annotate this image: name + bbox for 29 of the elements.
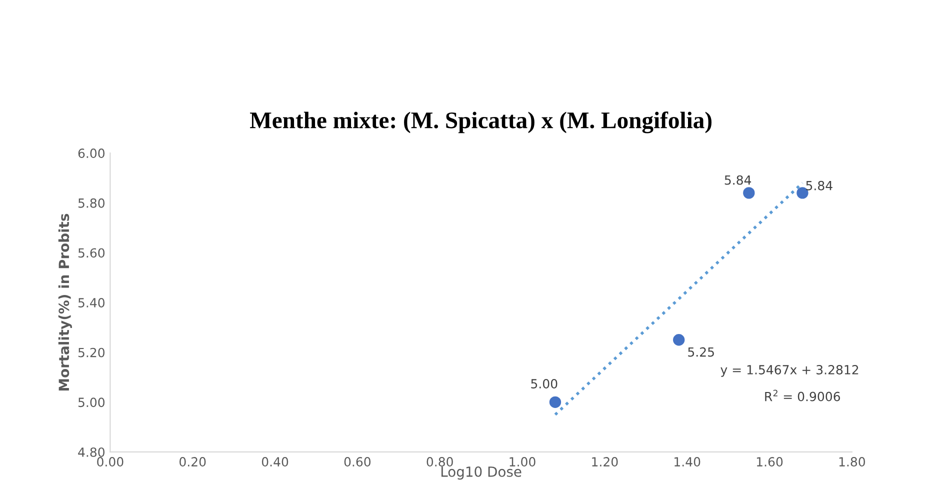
point <box>743 187 755 199</box>
chart-title: Menthe mixte: (M. Spicatta) x (M. Longifolia) <box>250 111 712 134</box>
x-tick-label: 0.40 <box>262 457 288 467</box>
data-label: 5.84 <box>806 180 832 190</box>
x-tick-label: 0.80 <box>426 457 453 467</box>
x-tick-label: 0.20 <box>180 457 206 467</box>
data-label: 5.84 <box>724 175 752 185</box>
x-tick-label: 0.60 <box>344 457 371 467</box>
x-tick-label: 1.20 <box>592 457 618 467</box>
y-tick-label: 4.80 <box>78 447 105 457</box>
y-tick-label: 5.00 <box>78 398 105 408</box>
x-tick-label: 1.80 <box>839 457 866 467</box>
x-tick-label: 1.40 <box>674 457 700 467</box>
data-label: 5.00 <box>531 379 558 388</box>
point <box>549 396 562 408</box>
x-axis-title: Log10 Dose <box>441 466 522 480</box>
annotation: R$^{2}$ = 0.9006 <box>765 390 840 402</box>
y-axis-title: Mortality(%) in Probits <box>58 214 72 391</box>
data-label: 5.25 <box>688 347 714 357</box>
x-tick-label: 1.60 <box>756 457 783 467</box>
annotation: y = 1.5467x + 3.2812 <box>720 364 858 377</box>
y-tick-label: 5.40 <box>78 298 105 308</box>
y-tick-label: 5.60 <box>78 248 105 258</box>
y-tick-label: 5.80 <box>78 198 105 208</box>
x-tick-label: 1.00 <box>510 457 536 467</box>
y-tick-label: 5.20 <box>78 348 105 358</box>
point <box>673 334 685 346</box>
x-tick-label: 0.00 <box>97 457 124 467</box>
y-tick-label: 6.00 <box>78 148 105 158</box>
